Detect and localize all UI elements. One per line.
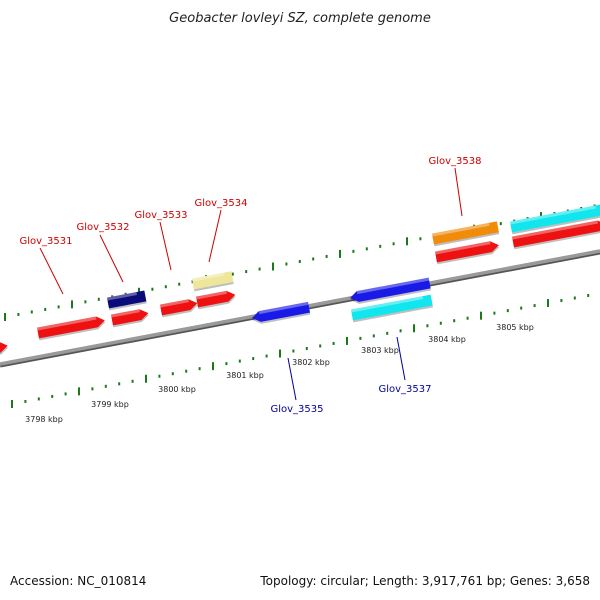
gene-feature-glov-3539[interactable] (509, 204, 600, 235)
gene-label-glov-3533[interactable]: Glov_3533 (134, 210, 187, 221)
scale-label-3803: 3803 kbp (361, 346, 399, 355)
leader-glov-3532 (99, 234, 124, 283)
scale-labels: 3798 kbp 3799 kbp 3800 kbp 3801 kbp 3802… (25, 323, 534, 424)
scale-label-3801: 3801 kbp (226, 371, 264, 380)
gene-feature-glov-3535[interactable] (251, 301, 311, 326)
gene-feature-glov-3540[interactable] (511, 219, 600, 250)
gene-feature-glov-3538[interactable] (434, 240, 500, 265)
gene-label-glov-3531[interactable]: Glov_3531 (19, 236, 72, 247)
scale-label-3800: 3800 kbp (158, 385, 196, 394)
scale-label-3802: 3802 kbp (292, 358, 330, 367)
gene-labels: Glov_3531 Glov_3532 Glov_3533 Glov_3534 … (19, 156, 481, 415)
lower-tick-track (11, 293, 590, 408)
gene-feature-glov-3538a[interactable] (431, 221, 500, 247)
scale-label-3799: 3799 kbp (91, 400, 129, 409)
map-title: Geobacter lovleyi SZ, complete genome (169, 11, 431, 26)
gene-label-glov-3532[interactable]: Glov_3532 (76, 222, 129, 233)
scale-label-3804: 3804 kbp (428, 335, 466, 344)
gene-feature-glov-3534[interactable] (195, 289, 237, 310)
leader-glov-3534 (208, 209, 222, 263)
scale-label-3805: 3805 kbp (496, 323, 534, 332)
gene-feature-glov-3534a[interactable] (191, 271, 234, 292)
leader-glov-3538 (454, 167, 463, 217)
scale-label-3798: 3798 kbp (25, 415, 63, 424)
leader-glov-3537 (396, 336, 406, 381)
gene-label-glov-3534[interactable]: Glov_3534 (194, 198, 247, 209)
genome-summary-text: Topology: circular; Length: 3,917,761 bp… (260, 574, 590, 588)
gene-feature-glov-3531[interactable] (36, 315, 106, 341)
leader-glov-3531 (39, 247, 64, 295)
gene-label-glov-3537[interactable]: Glov_3537 (378, 384, 431, 395)
accession-text: Accession: NC_010814 (10, 574, 147, 588)
gene-feature-glov-3532[interactable] (106, 290, 147, 311)
upper-tick-track (4, 204, 596, 321)
leader-glov-3533 (159, 221, 172, 271)
gene-feature-glov-3533[interactable] (159, 298, 199, 318)
label-leaders (39, 167, 463, 401)
gene-feature-glov-3530[interactable] (0, 340, 9, 357)
gene-feature-glov-3532b[interactable] (110, 308, 150, 328)
gene-features (0, 204, 600, 357)
gene-label-glov-3538[interactable]: Glov_3538 (428, 156, 481, 167)
gene-feature-glov-3536[interactable] (349, 277, 431, 306)
leader-glov-3535 (287, 357, 297, 401)
gene-label-glov-3535[interactable]: Glov_3535 (270, 404, 323, 415)
gene-feature-glov-3537[interactable] (350, 294, 433, 323)
